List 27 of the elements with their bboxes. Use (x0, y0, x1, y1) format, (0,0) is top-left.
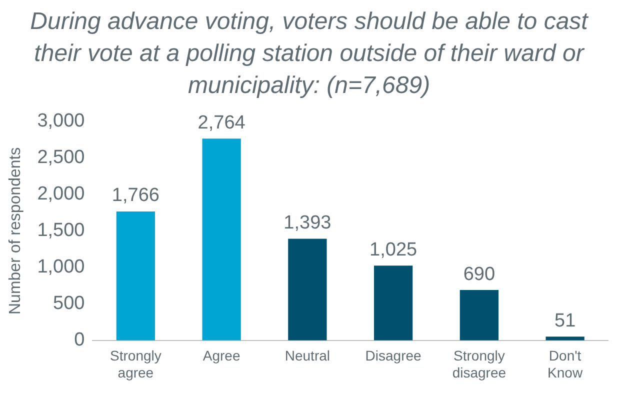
data-label: 1,766 (112, 185, 160, 206)
bar (546, 336, 584, 340)
y-axis-title: Number of respondents (7, 147, 24, 314)
y-tick-label: 1,500 (37, 220, 85, 242)
bar (202, 138, 241, 340)
y-tick-label: 500 (53, 293, 85, 314)
x-tick-label: Strongly agree (110, 348, 162, 380)
bar (374, 266, 413, 340)
data-label: 1,025 (370, 239, 418, 260)
x-tick-label: Don't Know (548, 348, 584, 380)
bar (460, 290, 499, 340)
y-tick-label: 3,000 (37, 110, 85, 132)
y-tick-label: 1,000 (37, 256, 85, 278)
y-tick-label: 2,000 (37, 184, 85, 205)
data-label: 690 (463, 264, 496, 285)
data-label: 2,764 (198, 112, 246, 134)
bar (116, 211, 156, 340)
x-tick-label: Strongly disagree (452, 348, 506, 380)
data-label: 51 (554, 310, 576, 332)
chart-title: During advance voting, voters should be able to cast their vote at a polling station outside of their ward or municipality: (n=7,689) (29, 7, 589, 101)
y-tick-label: 0 (74, 330, 85, 351)
x-tick-label: Agree (202, 348, 240, 364)
x-tick-label: Neutral (284, 348, 330, 364)
bar (288, 238, 327, 340)
y-tick-label: 2,500 (37, 147, 85, 168)
x-tick-label: Disagree (365, 348, 422, 364)
data-label: 1,393 (284, 212, 332, 234)
